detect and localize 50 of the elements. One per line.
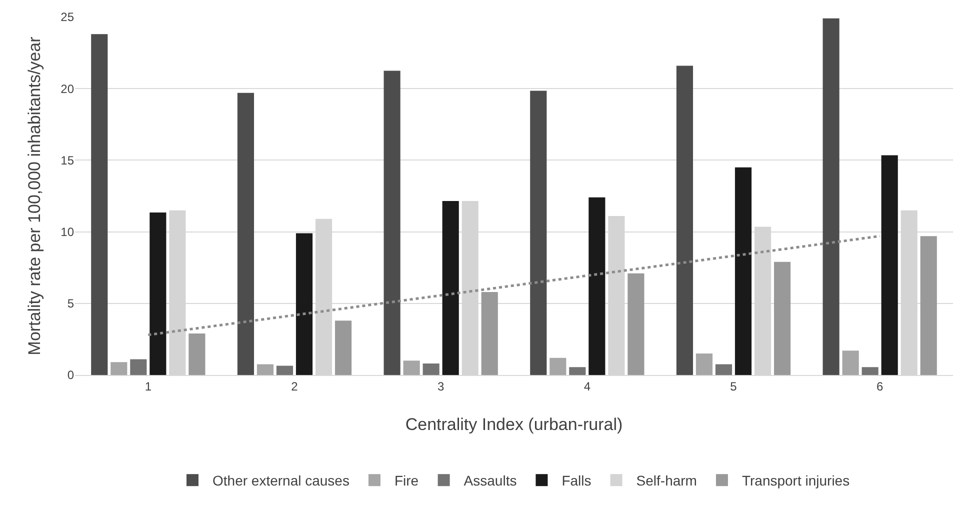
- legend-label: Other external causes: [212, 472, 350, 489]
- bar: [384, 70, 400, 375]
- bar: [481, 292, 498, 375]
- legend-label: Falls: [562, 472, 592, 489]
- legend-label: Assaults: [464, 472, 517, 489]
- x-tick-label: 1: [144, 379, 152, 394]
- bar: [110, 362, 128, 375]
- x-axis-title: Centrality Index (urban-rural): [405, 414, 623, 434]
- bar: [862, 367, 878, 375]
- bar: [696, 354, 713, 375]
- bar: [588, 197, 606, 375]
- bar: [628, 273, 644, 375]
- bar: [881, 155, 898, 375]
- bar: [569, 367, 586, 375]
- y-tick-label: 15: [60, 153, 74, 168]
- bar: [334, 320, 352, 375]
- bar: [715, 364, 732, 375]
- bar: [822, 18, 840, 375]
- bar: [130, 359, 147, 375]
- y-tick-label: 5: [67, 296, 74, 311]
- bar: [91, 34, 108, 375]
- x-tick-label: 5: [730, 379, 738, 394]
- legend-label: Self-harm: [636, 472, 697, 489]
- bar: [256, 364, 274, 375]
- bar: [276, 366, 294, 375]
- x-tick-label: 6: [876, 379, 884, 394]
- y-tick-label: 25: [60, 10, 74, 24]
- bar: [734, 167, 752, 375]
- x-tick-label: 4: [584, 379, 591, 394]
- y-tick-label: 10: [60, 225, 74, 239]
- y-axis-title: Mortality rate per 100,000 inhabitants/year: [25, 36, 44, 356]
- bar: [774, 262, 791, 375]
- bar: [150, 212, 166, 375]
- bar: [237, 92, 254, 375]
- bar: [550, 358, 566, 375]
- bar: [676, 66, 694, 375]
- bar: [403, 360, 420, 375]
- bar: [842, 350, 859, 375]
- x-tick-label: 2: [291, 379, 298, 394]
- bar: [530, 90, 547, 375]
- legend-label: Fire: [394, 472, 419, 489]
- legend-label: Transport injuries: [742, 472, 850, 489]
- bar: [442, 201, 459, 375]
- bar: [296, 233, 313, 375]
- y-tick-label: 0: [67, 368, 74, 382]
- bar: [422, 364, 440, 375]
- bar: [188, 333, 206, 375]
- y-tick-label: 20: [60, 82, 74, 96]
- x-tick-label: 3: [437, 379, 444, 394]
- bar: [920, 236, 937, 375]
